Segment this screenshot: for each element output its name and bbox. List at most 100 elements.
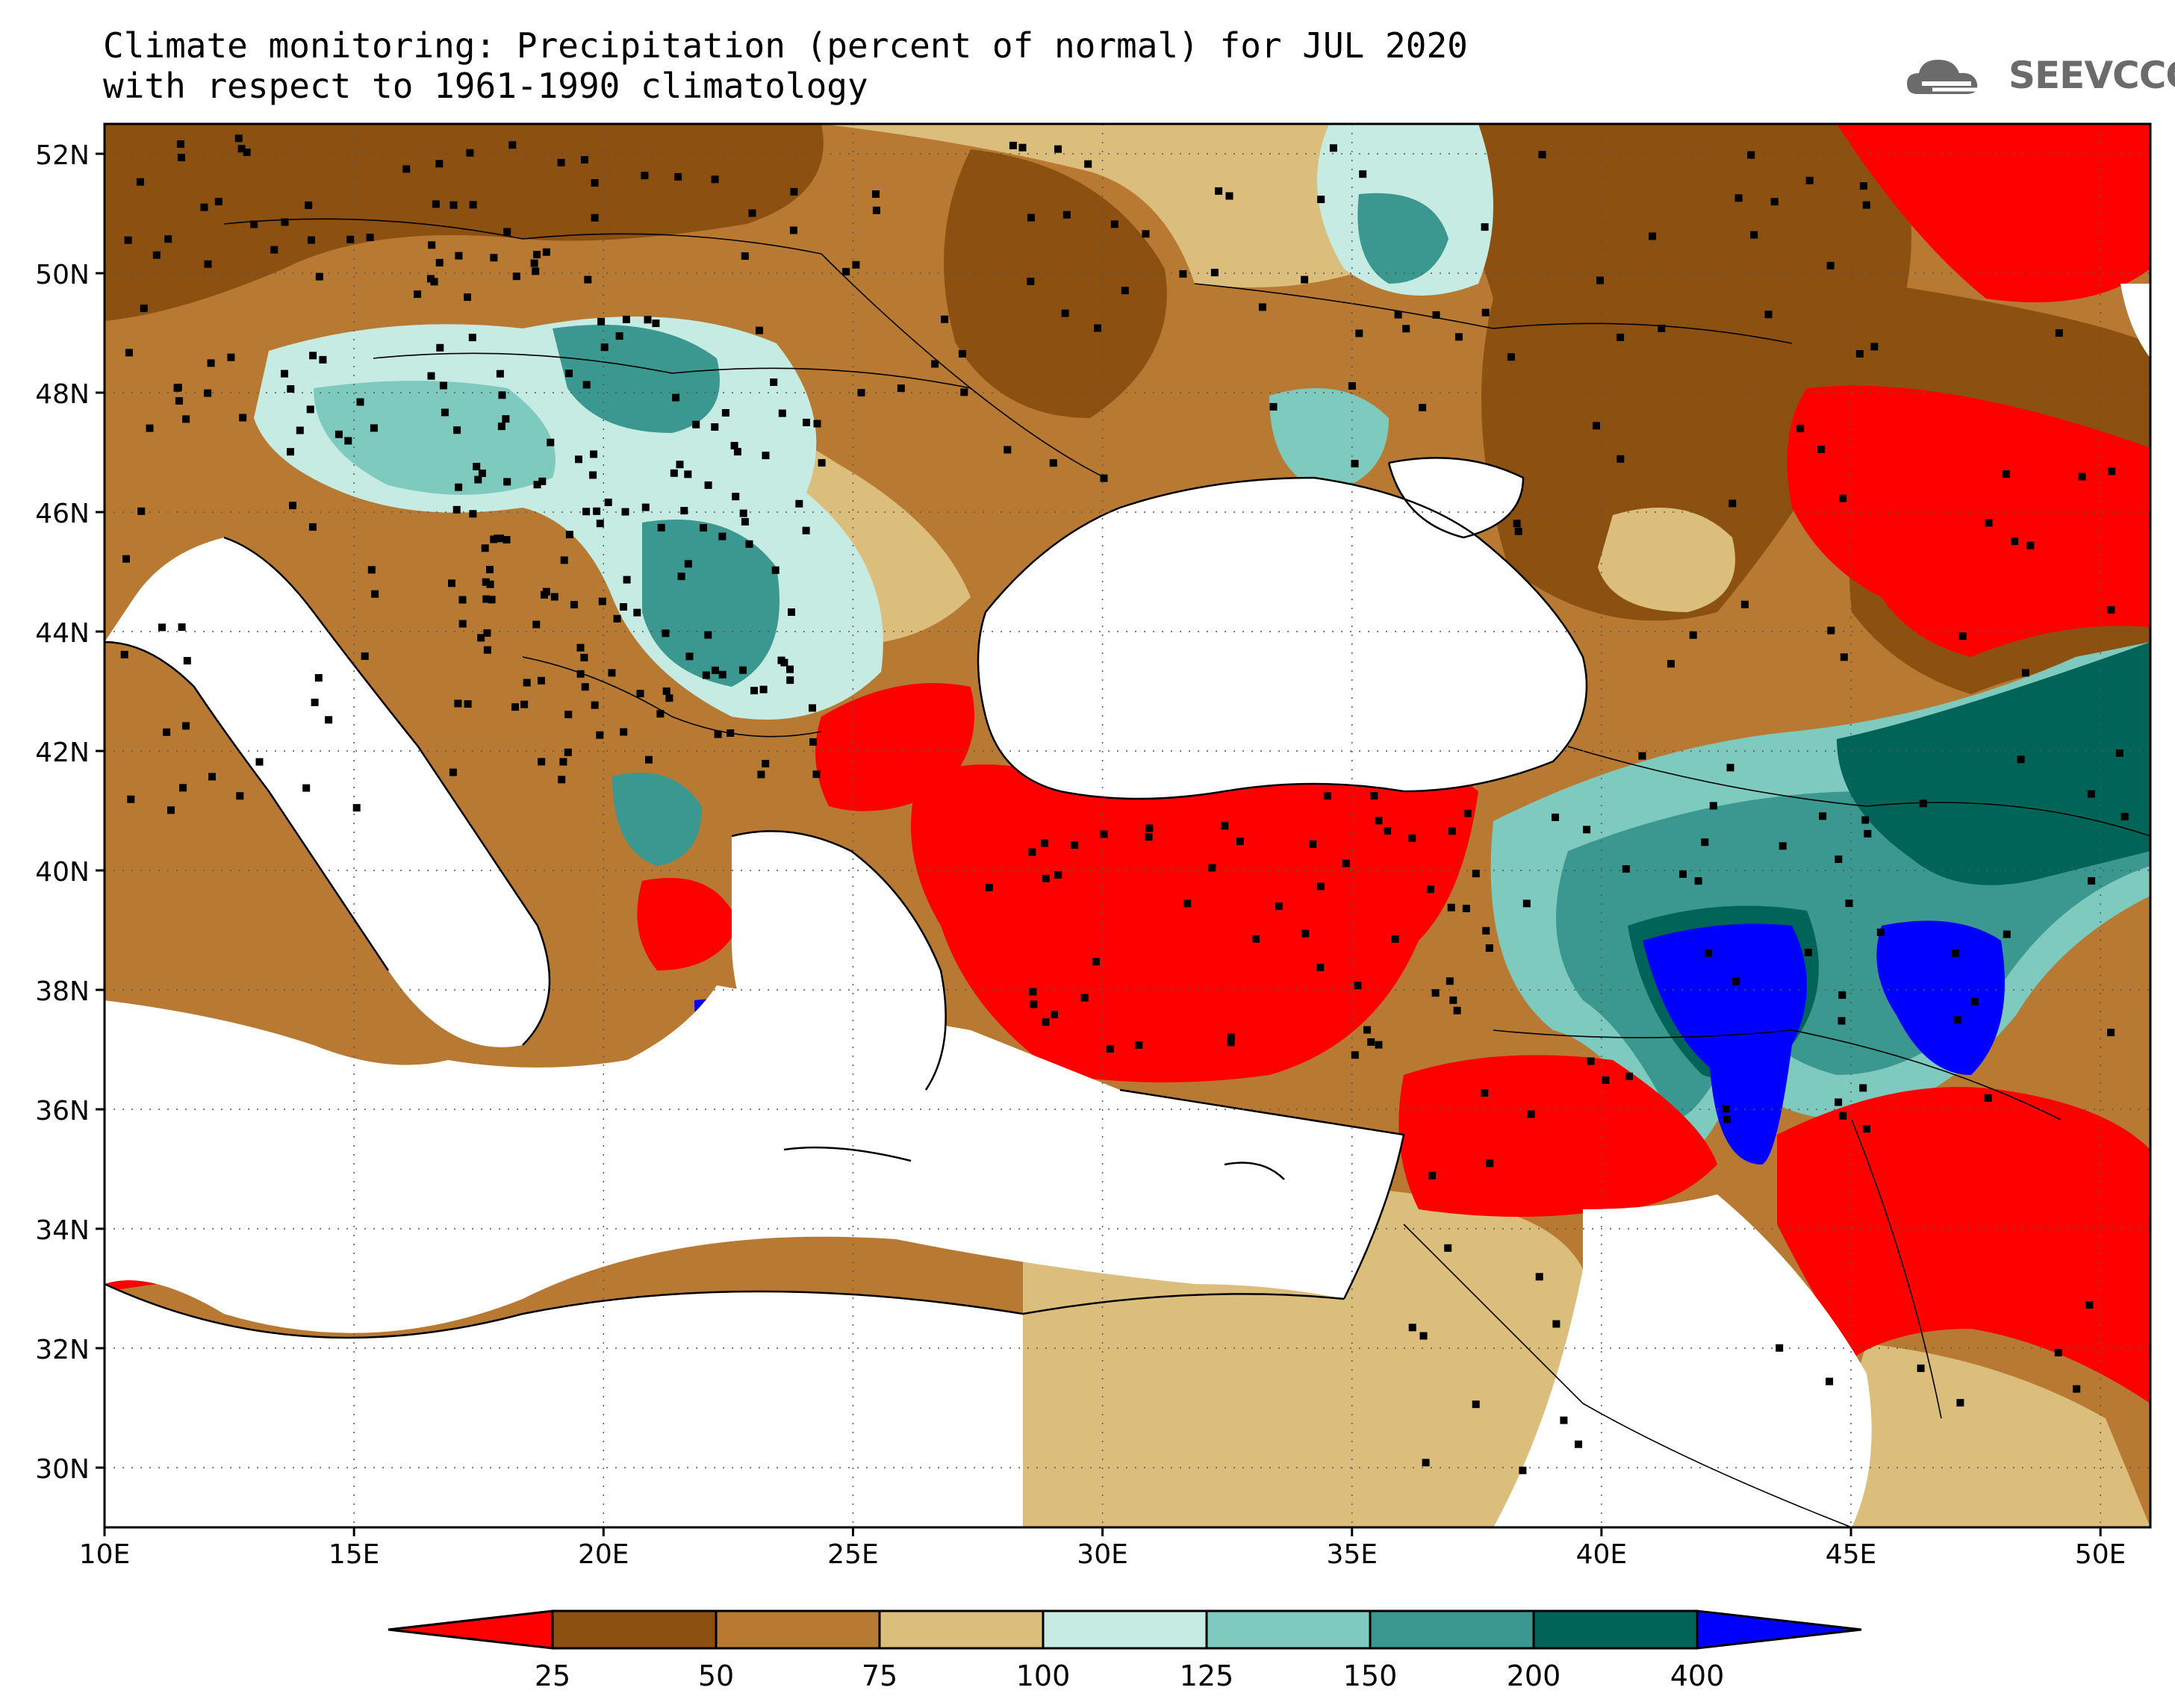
station-marker [497,534,504,543]
lon-tick-label: 30E [1077,1539,1128,1570]
station-marker [692,420,700,428]
station-marker [1355,329,1363,337]
station-marker [2085,1301,2094,1309]
station-marker [455,483,463,491]
station-marker [1462,905,1470,912]
station-marker [1367,1038,1375,1046]
station-marker [402,165,411,173]
station-marker [1447,903,1455,911]
station-marker [120,650,128,658]
station-marker [645,755,653,764]
station-marker [167,806,175,814]
station-marker [1419,1332,1428,1340]
station-marker [604,498,612,506]
station-marker [1227,1038,1235,1047]
station-marker [1375,1041,1383,1049]
station-marker [641,172,649,180]
station-marker [739,666,747,674]
station-marker [2021,669,2029,677]
station-marker [1472,870,1480,878]
station-marker [239,414,247,422]
station-marker [361,652,369,660]
station-marker [367,566,376,574]
station-marker [1258,303,1266,311]
station-marker [427,372,435,380]
station-marker [1042,1018,1050,1026]
station-marker [1061,309,1069,317]
station-marker [1454,333,1463,341]
station-marker [718,670,726,679]
station-marker [748,209,756,217]
station-marker [1106,1045,1114,1053]
station-marker [872,206,880,214]
station-marker [1734,194,1743,202]
station-marker [1329,144,1337,152]
station-marker [770,378,778,386]
legend-swatch-low [388,1609,554,1650]
station-marker [512,272,520,281]
station-marker [1732,977,1740,985]
station-marker [721,409,729,417]
station-marker [243,149,251,156]
station-marker [1750,231,1758,239]
station-marker [809,738,818,746]
sea-adriatic-tyrrhenian [105,537,550,1047]
station-marker [741,517,749,526]
lon-tick-label: 15E [329,1539,380,1570]
station-marker [1050,1011,1058,1018]
station-marker [575,455,582,464]
station-marker [1027,277,1035,285]
station-marker [319,355,327,364]
station-marker [598,597,606,605]
station-marker [490,254,498,262]
station-marker [538,477,547,485]
latitude-labels: 52N 50N 48N 46N 44N 42N 40N 38N 36N 34N 32N 30N [35,140,105,1485]
station-marker [136,178,144,186]
station-marker [576,670,585,678]
station-marker [665,694,673,702]
field-red-iraq [1777,1087,2150,1403]
station-marker [449,201,458,209]
station-marker [789,226,797,234]
station-marker [795,499,803,508]
legend-label: 150 [1343,1659,1398,1692]
sea-black-sea [978,478,1587,799]
station-marker [1042,874,1050,882]
station-marker [1348,382,1356,390]
station-marker [1236,838,1244,845]
station-marker [1317,196,1325,204]
station-marker [122,555,130,563]
station-marker [633,608,641,617]
station-marker [1054,870,1062,879]
field-teal-greece [612,773,702,866]
station-marker [1027,214,1035,222]
station-marker [1215,187,1223,195]
station-marker [124,236,132,244]
legend-swatch [1532,1609,1699,1650]
station-marker [762,452,770,460]
station-marker [1049,459,1057,467]
station-marker [1862,201,1870,209]
field-teal-turkey-e-3 [1837,642,2150,885]
station-marker [777,656,785,664]
lon-tick-label: 10E [79,1539,131,1570]
field-teal-central-2 [314,381,556,495]
field-teal-central-3 [553,325,720,433]
station-marker [589,471,597,479]
station-marker [468,334,476,342]
station-marker [1952,949,1960,957]
station-marker [335,430,343,438]
station-marker [511,703,519,711]
station-marker [127,795,135,803]
station-marker [1428,1171,1436,1179]
station-marker [1953,1016,1961,1024]
station-marker [576,643,585,652]
station-marker [714,730,722,738]
station-marker [1481,223,1489,231]
station-marker [812,770,821,779]
station-marker [674,172,682,181]
station-marker [2002,470,2010,478]
station-marker [179,784,187,792]
station-marker [756,326,763,334]
station-marker [1269,402,1278,411]
